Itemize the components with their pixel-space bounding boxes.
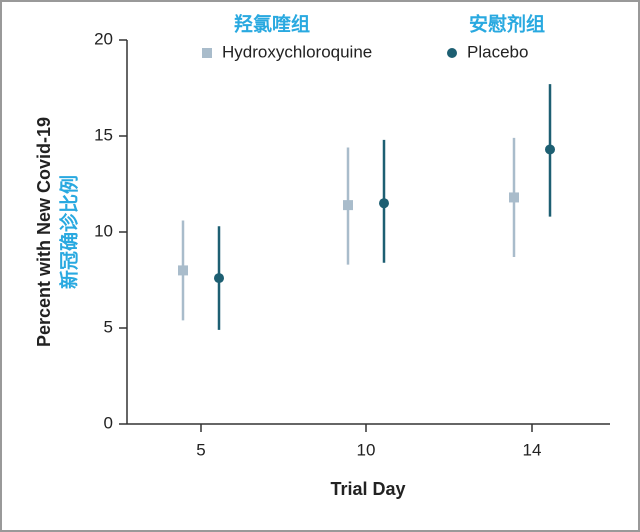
y-tick-label: 20 xyxy=(94,29,113,48)
y-tick-label: 5 xyxy=(104,317,113,336)
legend-label-cn: 羟氯喹组 xyxy=(234,13,310,36)
x-tick-label: 14 xyxy=(523,440,542,459)
y-tick-label: 0 xyxy=(104,413,113,432)
x-axis-label: Trial Day xyxy=(330,479,405,499)
y-axis-label: Percent with New Covid-19 xyxy=(34,117,54,347)
x-tick-label: 10 xyxy=(357,440,376,459)
legend-marker xyxy=(202,48,212,58)
point xyxy=(214,273,224,284)
legend-marker xyxy=(447,48,457,58)
legend-label-cn: 安慰剂组 xyxy=(469,13,545,36)
y-tick-label: 15 xyxy=(94,125,113,144)
point xyxy=(379,198,389,209)
point xyxy=(545,144,555,155)
y-axis-label-cn: 新冠确诊比例 xyxy=(58,175,81,289)
legend-label: Placebo xyxy=(467,42,528,61)
point xyxy=(509,192,519,203)
point xyxy=(178,265,188,276)
y-tick-label: 10 xyxy=(94,221,113,240)
point xyxy=(343,200,353,211)
legend-label: Hydroxychloroquine xyxy=(222,42,372,61)
x-tick-label: 5 xyxy=(196,440,205,459)
